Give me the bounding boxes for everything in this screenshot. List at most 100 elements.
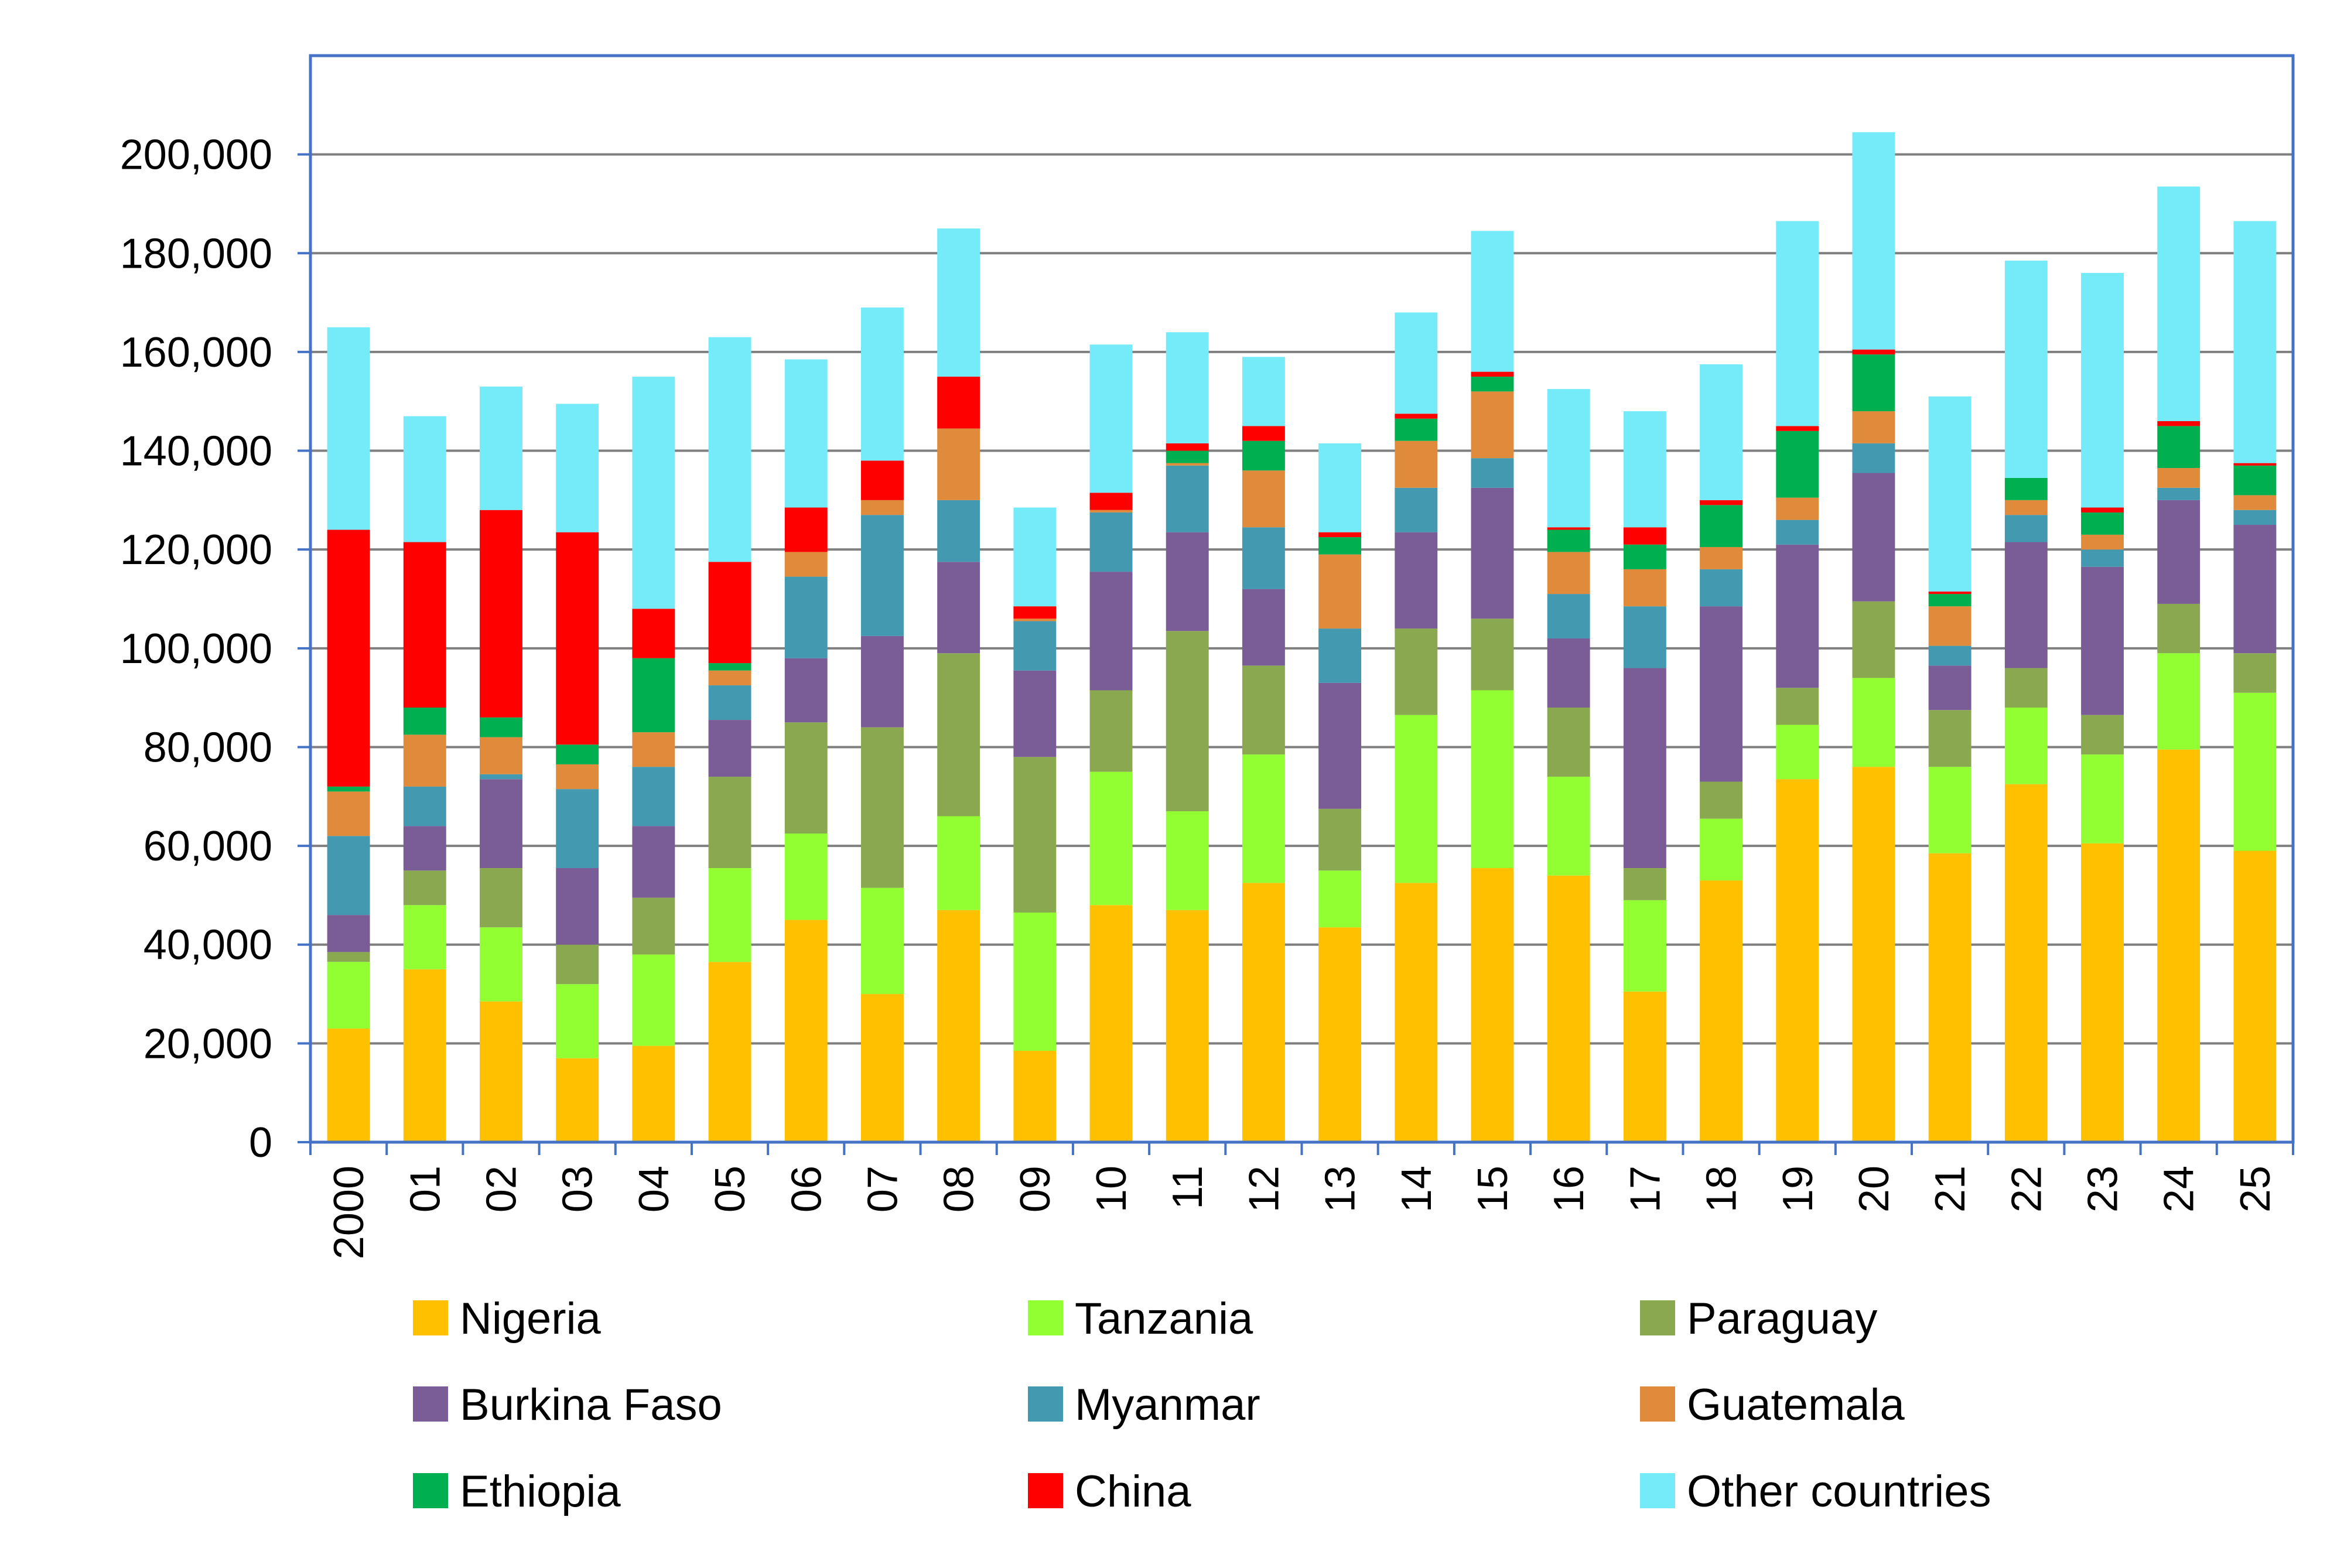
bar-segment-nigeria [1395,883,1438,1142]
bar-segment-burkina-faso [1852,473,1895,602]
bar-segment-other-countries [1852,132,1895,350]
bar-segment-tanzania [1700,818,1743,881]
bar-segment-other-countries [1318,443,1362,532]
bar-segment-myanmar [708,685,751,720]
bar-segment-burkina-faso [1547,638,1590,708]
bar-segment-other-countries [2157,186,2201,421]
y-tick-label: 160,000 [120,329,272,376]
bar-segment-ethiopia [1547,530,1590,552]
bar-segment-tanzania [937,816,980,910]
legend-item-guatemala: Guatemala [1640,1380,1905,1430]
bar-segment-china [480,510,522,718]
x-tick-label: 23 [2080,1166,2127,1212]
bar-segment-burkina-faso [556,868,599,945]
bar-segment-nigeria [1089,905,1133,1142]
bar-segment-paraguay [1395,628,1438,715]
bar-segment-ethiopia [708,663,751,671]
bar-segment-china [556,532,599,745]
bar-segment-nigeria [1852,767,1895,1142]
gridlines [310,153,2293,1045]
bar-segment-myanmar [2081,549,2124,567]
bar-segment-nigeria [784,920,828,1142]
plot-area-frame [309,54,2295,1144]
bar-segment-guatemala [1166,463,1209,466]
bar-segment-myanmar [1395,487,1438,532]
bar-segment-myanmar [1242,527,1285,589]
x-tick-label: 16 [1546,1166,1593,1212]
legend-label: Burkina Faso [460,1380,722,1430]
bar-segment-nigeria [1166,910,1209,1142]
bar-segment-guatemala [1776,497,1819,520]
bar-segment-other-countries [2081,273,2124,508]
bar-segment-paraguay [1623,868,1666,900]
bar-segment-ethiopia [2157,426,2201,469]
x-tick-label: 10 [1088,1166,1135,1212]
bar-segment-other-countries [1013,507,1057,607]
bar-segment-guatemala [2157,468,2201,488]
bar-segment-burkina-faso [2233,525,2277,654]
bar-segment-paraguay [556,944,599,985]
bar-segment-myanmar [1776,520,1819,545]
bar-stack-22 [2004,260,2048,1142]
bar-stack-12 [1242,357,1285,1142]
legend-swatch [1028,1386,1063,1422]
bar-segment-china [403,542,446,708]
bar-segment-china [937,377,980,429]
bar-segment-paraguay [1242,665,1285,755]
legend-swatch [1640,1386,1675,1422]
bar-segment-nigeria [708,962,751,1142]
x-tick-label: 03 [555,1166,602,1212]
bar-segment-china [1318,532,1362,538]
bar-segment-tanzania [1776,725,1819,780]
bar-stack-23 [2081,273,2124,1142]
bar-segment-paraguay [480,868,522,928]
bar-segment-burkina-faso [1395,532,1438,629]
bar-segment-guatemala [632,732,675,767]
bar-segment-guatemala [327,791,370,836]
x-tick-label: 19 [1775,1166,1822,1212]
bar-segment-burkina-faso [1928,665,1971,710]
bar-stack-04 [632,377,675,1142]
bar-segment-guatemala [708,670,751,686]
bar-segment-myanmar [1013,621,1057,671]
bar-stack-08 [937,228,980,1142]
bar-segment-myanmar [1623,606,1666,668]
bar-segment-guatemala [1318,554,1362,629]
bar-stack-17 [1623,411,1666,1142]
bar-segment-china [1776,426,1819,431]
x-tick-label: 07 [859,1166,906,1212]
bar-segment-guatemala [2081,534,2124,550]
bar-segment-myanmar [1928,645,1971,666]
y-tick-label: 140,000 [120,428,272,475]
y-tick-label: 60,000 [143,823,272,870]
bar-segment-tanzania [2233,692,2277,851]
bar-segment-other-countries [1471,231,1514,372]
bar-segment-ethiopia [1852,354,1895,412]
bar-segment-myanmar [784,576,828,658]
bar-segment-tanzania [1013,912,1057,1051]
bar-segment-myanmar [327,836,370,915]
x-tick-label: 20 [1851,1166,1898,1212]
bar-segment-tanzania [2157,653,2201,750]
bar-segment-paraguay [2233,653,2277,693]
bar-segment-other-countries [632,377,675,609]
bar-segment-nigeria [860,994,904,1142]
bar-segment-nigeria [2233,850,2277,1142]
bar-segment-tanzania [1547,777,1590,876]
bar-segment-china [1089,493,1133,510]
bar-segment-myanmar [2004,515,2048,542]
bar-stack-2000 [327,327,370,1142]
bar-segment-tanzania [1852,678,1895,767]
legend-item-burkina-faso: Burkina Faso [413,1380,722,1430]
bar-segment-china [1852,349,1895,355]
bar-stack-21 [1928,396,1971,1142]
bar-segment-other-countries [480,386,522,510]
bar-segment-ethiopia [1395,418,1438,441]
bar-segment-ethiopia [327,786,370,792]
bar-segment-other-countries [1242,357,1285,426]
bar-segment-nigeria [1547,875,1590,1142]
bar-segment-guatemala [1089,510,1133,513]
bar-segment-myanmar [1089,512,1133,572]
bar-segment-nigeria [1623,991,1666,1142]
